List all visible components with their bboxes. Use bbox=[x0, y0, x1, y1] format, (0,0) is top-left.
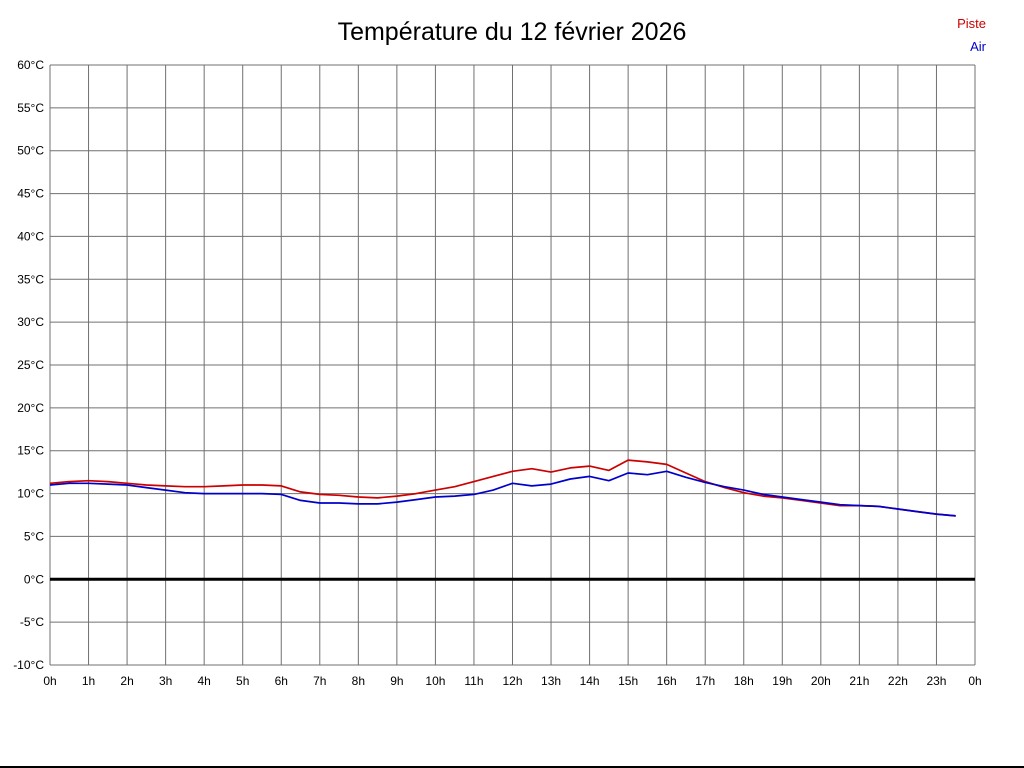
x-tick-label: 13h bbox=[541, 674, 561, 688]
x-tick-label: 17h bbox=[695, 674, 715, 688]
legend-piste-label: Piste bbox=[957, 16, 986, 31]
x-tick-label: 0h bbox=[968, 674, 981, 688]
y-tick-label: 55°C bbox=[17, 101, 44, 115]
x-tick-label: 7h bbox=[313, 674, 326, 688]
y-tick-label: 50°C bbox=[17, 144, 44, 158]
y-tick-label: 35°C bbox=[17, 272, 44, 286]
x-tick-label: 11h bbox=[464, 674, 483, 688]
x-tick-label: 15h bbox=[618, 674, 638, 688]
legend-air-label: Air bbox=[970, 39, 986, 54]
y-tick-label: 60°C bbox=[17, 58, 44, 72]
x-tick-label: 16h bbox=[657, 674, 677, 688]
x-tick-label: 14h bbox=[580, 674, 600, 688]
x-tick-label: 0h bbox=[43, 674, 56, 688]
x-tick-label: 2h bbox=[120, 674, 133, 688]
y-tick-label: 40°C bbox=[17, 229, 44, 243]
x-tick-label: 6h bbox=[275, 674, 288, 688]
y-tick-label: 45°C bbox=[17, 187, 44, 201]
series-line-air bbox=[49, 470, 956, 517]
x-tick-label: 1h bbox=[82, 674, 95, 688]
chart-title: Température du 12 février 2026 bbox=[337, 18, 687, 46]
x-tick-label: 23h bbox=[926, 674, 946, 688]
x-tick-label: 4h bbox=[197, 674, 210, 688]
y-tick-label: -5°C bbox=[20, 615, 44, 629]
x-tick-label: 9h bbox=[390, 674, 403, 688]
x-tick-label: 5h bbox=[236, 674, 249, 688]
x-tick-label: 12h bbox=[502, 674, 522, 688]
y-tick-label: -10°C bbox=[13, 658, 44, 672]
x-tick-label: 18h bbox=[734, 674, 754, 688]
y-tick-label: 30°C bbox=[17, 315, 44, 329]
y-tick-label: 25°C bbox=[17, 358, 44, 372]
y-tick-label: 15°C bbox=[17, 444, 44, 458]
y-tick-label: 0°C bbox=[24, 572, 44, 586]
y-tick-label: 5°C bbox=[24, 529, 44, 543]
x-tick-label: 20h bbox=[811, 674, 831, 688]
x-tick-label: 19h bbox=[772, 674, 792, 688]
x-tick-label: 21h bbox=[849, 674, 869, 688]
x-tick-label: 22h bbox=[888, 674, 908, 688]
x-tick-label: 3h bbox=[159, 674, 172, 688]
chart-legend: Piste Air bbox=[957, 12, 986, 58]
series-line-piste bbox=[49, 459, 956, 517]
x-tick-label: 8h bbox=[352, 674, 365, 688]
y-tick-label: 10°C bbox=[17, 487, 44, 501]
y-tick-label: 20°C bbox=[17, 401, 44, 415]
x-tick-label: 10h bbox=[425, 674, 445, 688]
